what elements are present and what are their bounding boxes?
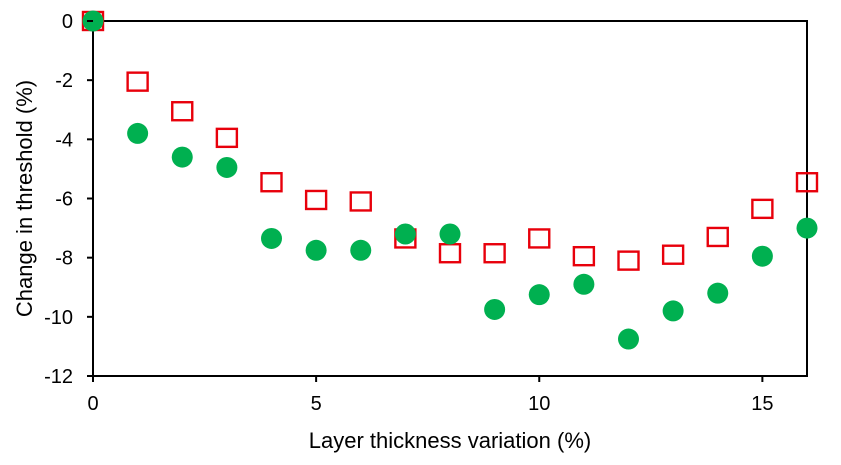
data-point-circle [484,298,506,320]
x-tick-label: 0 [87,393,98,415]
data-point-square [304,189,328,211]
data-point-circle [216,156,238,178]
data-point-square [572,245,596,267]
data-point-circle [662,300,684,322]
x-tick-label: 15 [751,393,773,415]
data-point-square [528,228,551,249]
data-point-square [126,71,149,92]
x-axis-title: Layer thickness variation (%) [309,428,591,453]
y-tick-label: -2 [55,70,73,92]
data-point-square [795,172,819,193]
data-point-circle [261,227,282,249]
y-tick-label: -10 [44,307,73,329]
y-tick-label: -6 [55,189,73,211]
x-tick-label: 10 [528,393,550,415]
data-point-circle [707,282,729,304]
data-point-circle [573,273,595,295]
data-point-circle [171,146,193,168]
data-point-square [215,127,239,149]
plot-frame [92,20,808,377]
data-point-circle [796,217,818,239]
x-tick-label: 5 [311,393,322,415]
data-point-square [706,226,729,248]
data-point-circle [439,223,461,245]
data-point-square [617,250,640,271]
series-layer [81,10,819,350]
data-point-circle [751,245,773,267]
data-point-circle [305,239,327,261]
data-point-square [349,191,372,212]
data-point-circle [350,239,372,261]
data-point-square [751,198,774,220]
tick-labels: 0 5 10 15 0 -2 -4 -6 -8 -10 -12 [44,11,773,415]
y-tick-label: -12 [44,366,73,388]
data-point-square [171,101,194,122]
data-point-circle [394,223,416,245]
y-tick-label: 0 [62,11,73,33]
y-tick-label: -8 [55,248,73,270]
y-tick-label: -4 [55,129,73,151]
plot-border [92,20,808,377]
data-point-circle [127,122,149,144]
data-point-square [661,244,685,265]
data-point-square [438,243,462,264]
data-point-circle [618,328,639,350]
y-axis-title: Change in threshold (%) [12,80,37,317]
data-point-square [483,243,506,264]
series-filled-circle [82,10,818,350]
data-point-square [260,172,283,193]
data-point-circle [528,284,550,306]
